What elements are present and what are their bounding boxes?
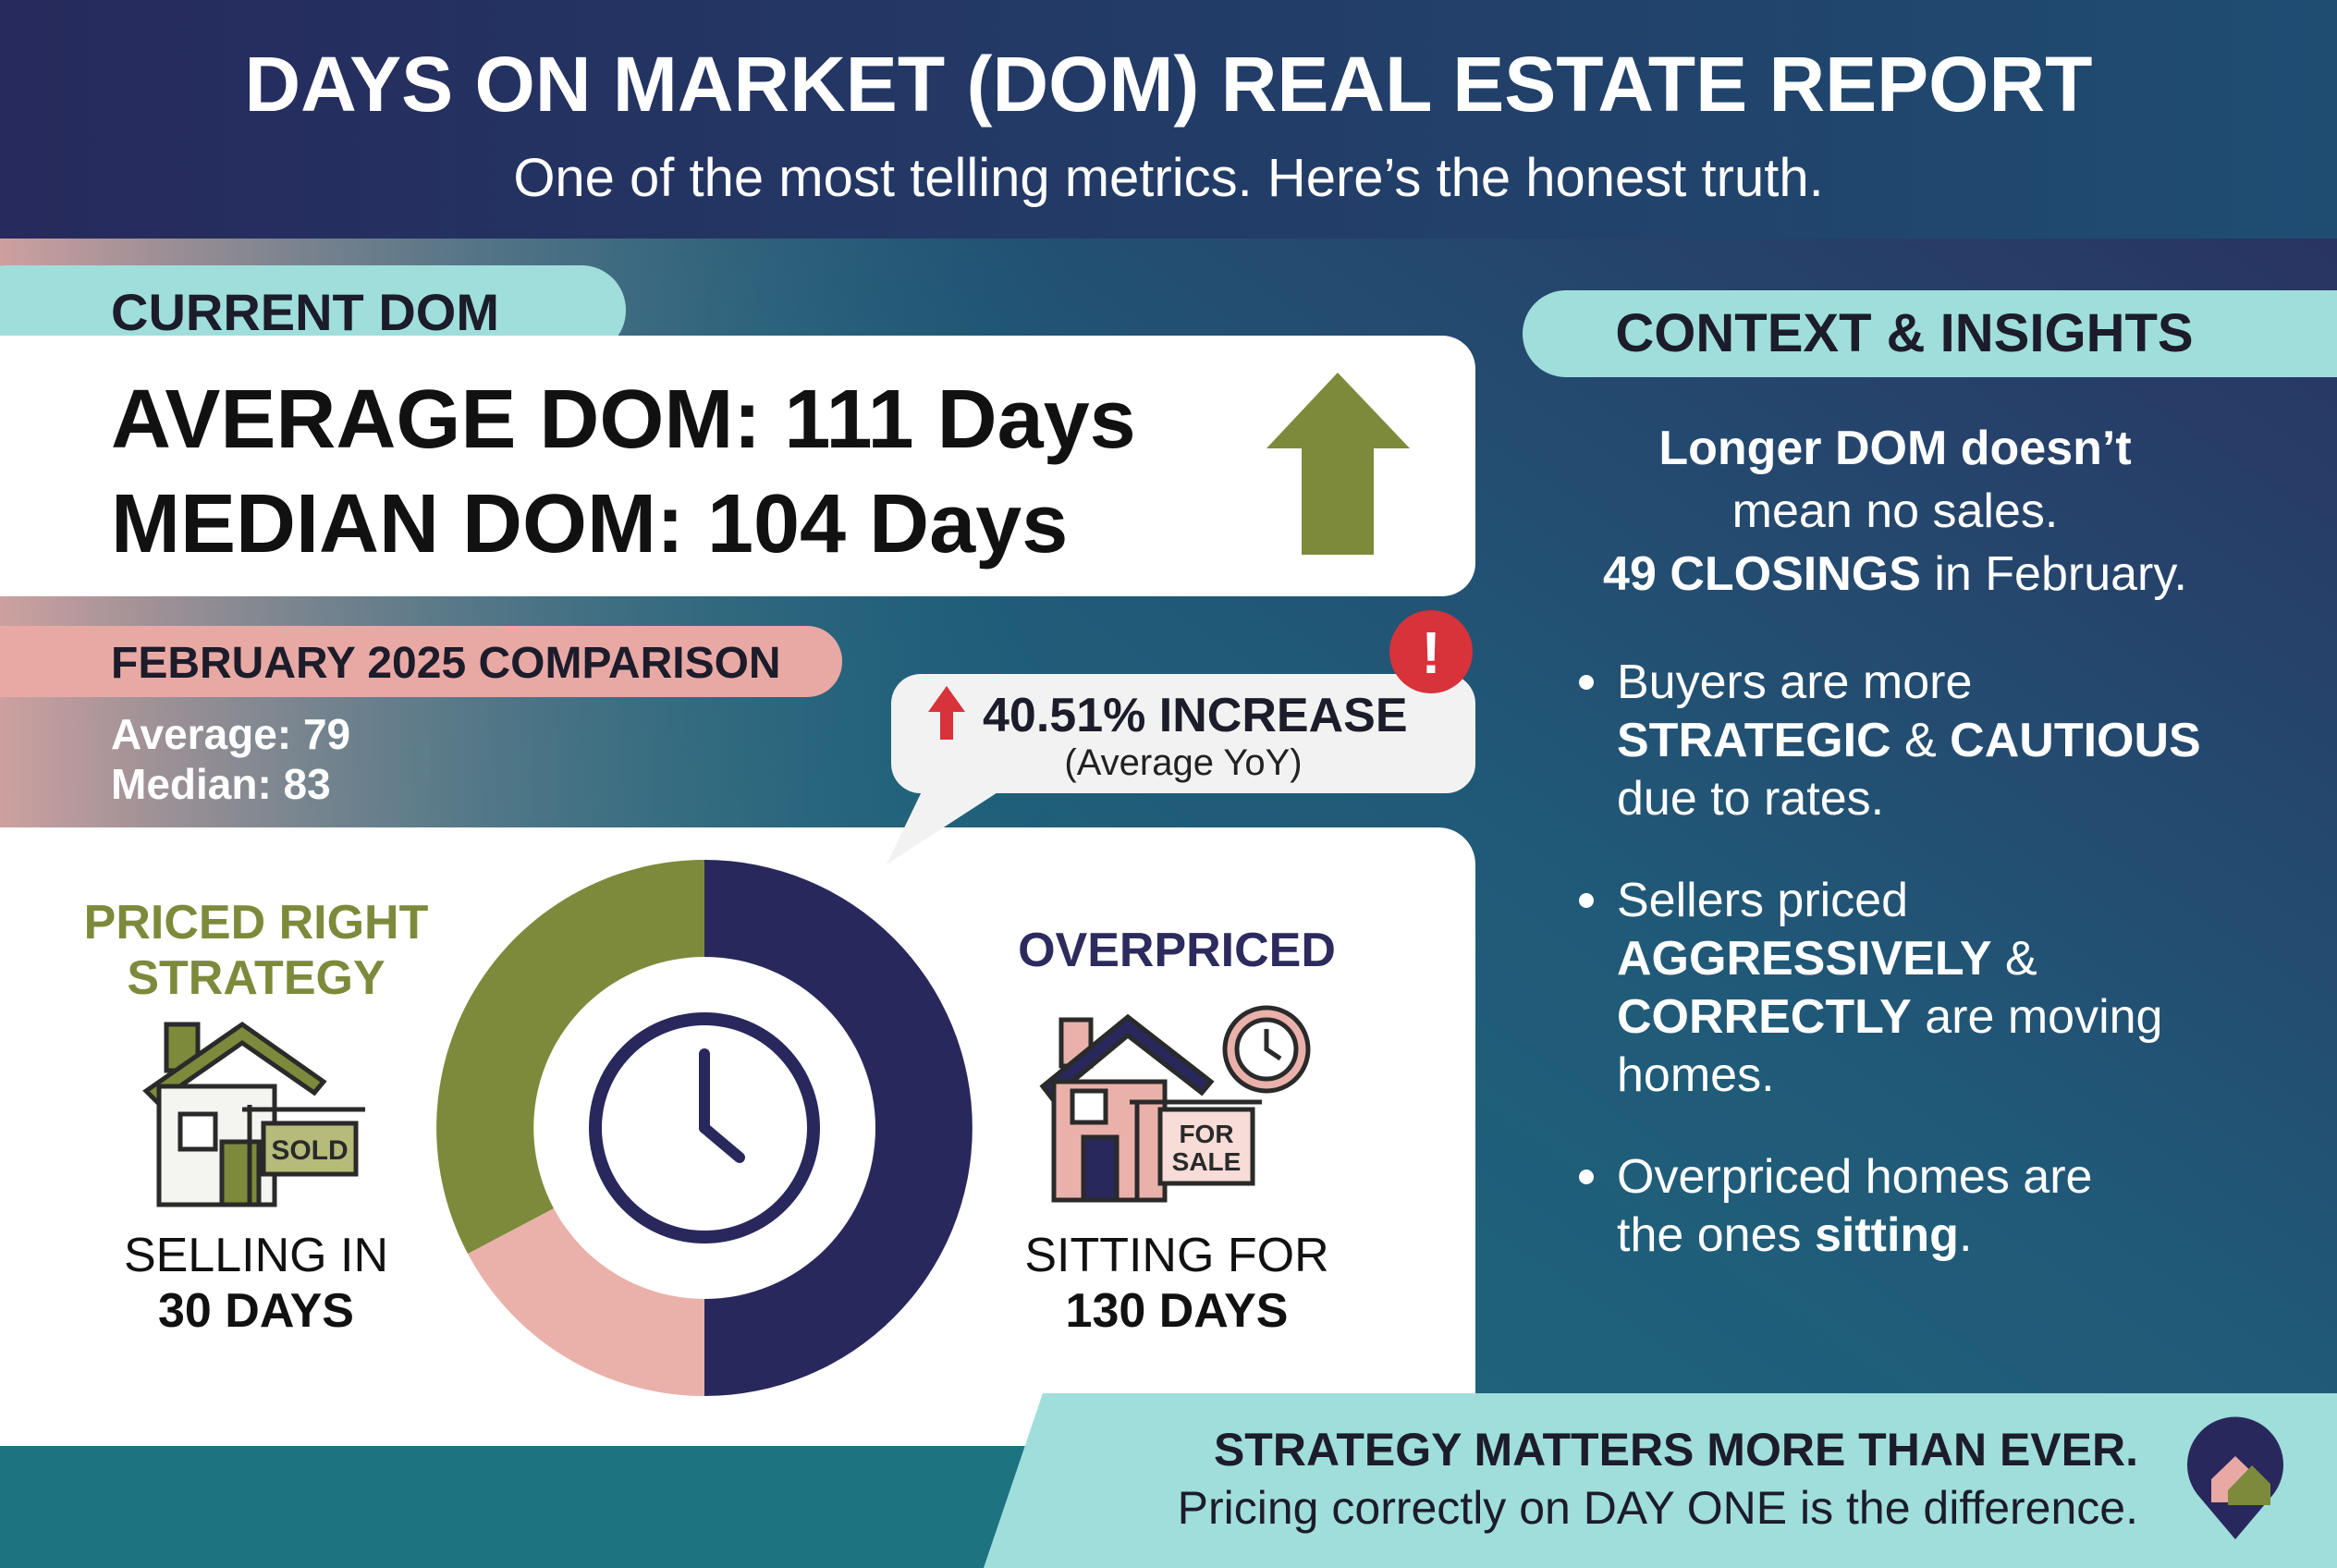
bullet-dot [1579, 675, 1594, 690]
text-line: mean no sales. [1732, 484, 2059, 538]
footer-tagline: Pricing correctly on DAY ONE is the diff… [1178, 1482, 2138, 1534]
strategy-caption: 130 DAYS [1066, 1284, 1289, 1338]
up-arrow-icon [1266, 373, 1410, 555]
text-run: homes. [1617, 1048, 1775, 1102]
text-line: Sellers priced [1617, 874, 1908, 927]
insights-lead: Longer DOM doesn’t mean no sales. 49 CLOSI… [1603, 422, 2187, 601]
comparison-median: Median: 83 [111, 760, 331, 808]
house-for-sale-icon [1039, 1005, 1311, 1203]
donut-segment [468, 1208, 704, 1396]
alert-badge-text: ! [1421, 619, 1440, 686]
text-run: . [1959, 1208, 1972, 1262]
strategy-caption: SELLING IN [124, 1229, 388, 1282]
text-run: the ones [1617, 1208, 1815, 1262]
section-label: CONTEXT & INSIGHTS [1615, 303, 2193, 363]
strategy-title: PRICED RIGHT [84, 896, 429, 949]
strategy-title: OVERPRICED [1018, 924, 1336, 977]
text-run: STRATEGIC [1617, 714, 1891, 767]
text-line: AGGRESSIVELY & [1617, 932, 2037, 986]
section-pill [1523, 290, 2337, 377]
text-line: STRATEGIC & CAUTIOUS [1617, 714, 2201, 767]
text-run: are moving [1912, 990, 2163, 1044]
footer-band [0, 1446, 1109, 1568]
section-pill [0, 265, 626, 355]
bullet-dot [1579, 893, 1594, 908]
donut-segment [704, 860, 973, 1396]
text-run: due to rates. [1617, 772, 1884, 826]
strategy-caption: 30 DAYS [158, 1284, 354, 1338]
callout-tail [887, 786, 1008, 864]
comparison-average: Average: 79 [111, 710, 350, 758]
house-sold-icon [142, 1021, 365, 1207]
text-line: the ones sitting. [1617, 1208, 1972, 1262]
text-run: Longer DOM doesn’t [1658, 422, 2131, 475]
footer-panel [984, 1393, 2337, 1568]
text-line: Overpriced homes are [1617, 1150, 2092, 1204]
text-run: & [1891, 714, 1951, 767]
section-label: FEBRUARY 2025 COMPARISON [111, 639, 781, 688]
text-run: CORRECTLY [1617, 990, 1912, 1044]
text-run: Buyers are more [1617, 655, 1972, 709]
bullet-dot [1579, 1170, 1594, 1184]
title: DAYS ON MARKET (DOM) REAL ESTATE REPORT [245, 41, 2093, 128]
donut-segment [436, 860, 704, 1254]
sign-text: SALE [1172, 1147, 1242, 1176]
text-run: sitting [1815, 1208, 1959, 1262]
clock-icon [589, 1012, 820, 1243]
increase-arrow-icon [928, 686, 965, 740]
callout-note: (Average YoY) [1064, 742, 1302, 783]
sign-text: SOLD [271, 1135, 348, 1166]
text-run: mean no sales. [1732, 484, 2059, 538]
text-run: & [1992, 932, 2037, 986]
text-run: AGGRESSIVELY [1617, 932, 1992, 986]
footer-headline: STRATEGY MATTERS MORE THAN EVER. [1214, 1424, 2138, 1476]
alert-badge [1389, 610, 1473, 693]
median-dom: MEDIAN DOM: 104 Days [111, 478, 1068, 570]
callout-headline: 40.51% INCREASE [983, 689, 1408, 742]
section-pill [0, 626, 842, 697]
section-label: CURRENT DOM [111, 283, 499, 341]
strategy-title: STRATEGY [127, 951, 385, 1005]
logo [2187, 1416, 2283, 1539]
text-line: CORRECTLY are moving [1617, 990, 2162, 1044]
text-run: 49 CLOSINGS [1603, 547, 1921, 601]
subtitle: One of the most telling metrics. Here’s … [513, 148, 1823, 208]
text-line: Buyers are more [1617, 655, 1972, 709]
text-run: in February. [1921, 547, 2187, 601]
text-line: homes. [1617, 1048, 1775, 1102]
text-line: 49 CLOSINGS in February. [1603, 547, 2187, 601]
text-run: Overpriced homes are [1617, 1150, 2092, 1204]
text-line: Longer DOM doesn’t [1658, 422, 2131, 475]
card [0, 336, 1475, 596]
text-run: CAUTIOUS [1950, 714, 2201, 767]
callout [891, 674, 1475, 793]
average-dom: AVERAGE DOM: 111 Days [111, 374, 1136, 466]
header-band [0, 0, 2337, 239]
sign-text: FOR [1179, 1120, 1233, 1148]
strategy-caption: SITTING FOR [1024, 1229, 1328, 1282]
text-line: due to rates. [1617, 772, 1884, 826]
text-run: Sellers priced [1617, 874, 1908, 927]
